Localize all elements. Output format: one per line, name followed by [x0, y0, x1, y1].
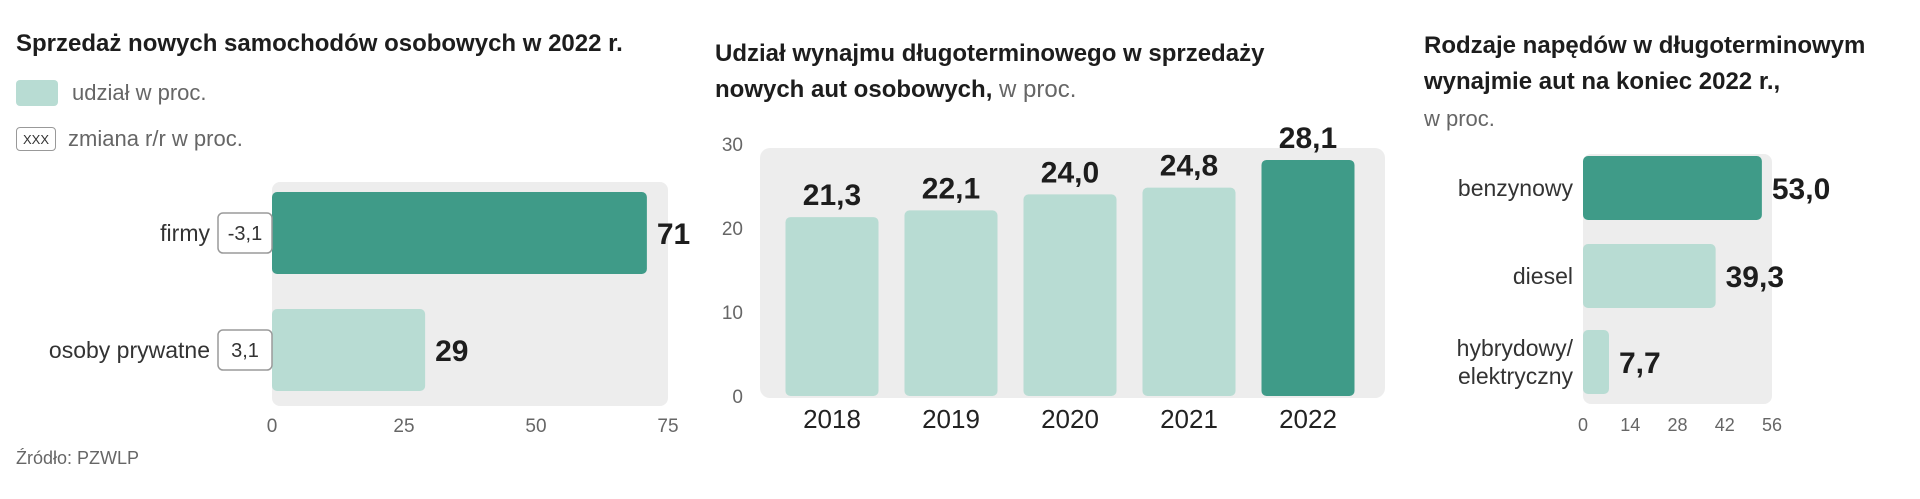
value-label: 24,8	[1160, 150, 1218, 183]
chart-title-unit: w proc.	[992, 76, 1077, 103]
value-label: 29	[435, 335, 468, 368]
legend-share-label: udział w proc.	[72, 80, 207, 105]
x-tick-label: 28	[1667, 415, 1687, 435]
panel-sales-2022: Sprzedaż nowych samochodów osobowych w 2…	[0, 0, 700, 499]
legend-change: XXX zmiana r/r w proc.	[16, 126, 243, 152]
value-label: 22,1	[922, 172, 980, 205]
category-label: benzynowy	[1458, 175, 1574, 201]
chart-drive-types: 53,0 benzynowy 39,3 diesel 7,7 hybrydowy/elek…	[1457, 154, 1830, 435]
x-tick-label: 75	[657, 416, 678, 437]
x-tick-label: 0	[267, 416, 278, 437]
x-tick-label: 0	[1578, 415, 1588, 435]
y-tick-label: 20	[722, 219, 743, 240]
y-tick-label: 0	[732, 387, 743, 408]
category-label: firmy	[160, 220, 210, 246]
chart-title-line1: Udział wynajmu długoterminowego w sprzed…	[715, 40, 1265, 67]
y-tick-label: 30	[722, 135, 743, 156]
bar	[272, 192, 647, 274]
change-label: 3,1	[231, 340, 259, 362]
category-label: elektryczny	[1458, 363, 1574, 389]
chart-title-line2-text: nowych aut osobowych,	[715, 76, 993, 103]
legend-swatch-share	[16, 80, 58, 106]
chart-rental-share: 0 10 20 30 21,3 2018 22,1 2019 24,0 2020 24,8 2021 2…	[722, 122, 1385, 434]
x-tick-label: 25	[393, 416, 414, 437]
value-label: 53,0	[1772, 173, 1830, 206]
value-label: 71	[657, 218, 690, 251]
x-tick-label: 56	[1762, 415, 1782, 435]
y-tick-label: 10	[722, 303, 743, 324]
change-label: -3,1	[228, 223, 262, 245]
x-tick-label: 2021	[1160, 404, 1218, 434]
x-tick-label: 2022	[1279, 404, 1337, 434]
bar	[1142, 187, 1236, 396]
chart-title: Sprzedaż nowych samochodów osobowych w 2…	[16, 30, 623, 57]
category-label: hybrydowy/	[1457, 335, 1574, 361]
change-box	[217, 329, 273, 371]
bar	[904, 210, 998, 396]
value-label: 21,3	[803, 179, 861, 212]
bar	[1261, 159, 1355, 396]
bar	[1583, 156, 1762, 220]
value-label: 7,7	[1619, 347, 1661, 380]
chart-title-line1: Rodzaje napędów w długoterminowym	[1424, 32, 1866, 59]
x-tick-label: 14	[1620, 415, 1640, 435]
source-note: Źródło: PZWLP	[16, 448, 140, 468]
x-tick-label: 2019	[922, 404, 980, 434]
category-label: diesel	[1513, 263, 1573, 289]
bar	[1583, 244, 1716, 308]
bar	[272, 309, 426, 391]
bar	[1023, 194, 1117, 396]
panel-drive-types: Rodzaje napędów w długoterminowym wynajm…	[1410, 0, 1920, 499]
chart-sales-share: 71 -3,1 firmy 29 3,1 osoby prywatne 0 25 50 75	[49, 182, 690, 437]
value-label: 28,1	[1279, 122, 1337, 155]
chart-title-unit: w proc.	[1424, 106, 1495, 131]
legend-change-label: zmiana r/r w proc.	[68, 126, 243, 151]
value-label: 39,3	[1726, 261, 1784, 294]
x-tick-label: 42	[1715, 415, 1735, 435]
bar	[1583, 330, 1609, 394]
value-label: 24,0	[1041, 156, 1099, 189]
legend-change-box: XXX	[16, 127, 57, 151]
panel-long-term-rental-share: Udział wynajmu długoterminowego w sprzed…	[715, 0, 1395, 499]
x-tick-label: 2020	[1041, 404, 1099, 434]
category-label: osoby prywatne	[49, 337, 210, 363]
chart-title-line2: nowych aut osobowych, w proc.	[715, 72, 1076, 108]
bar	[785, 217, 879, 396]
legend-share: udział w proc.	[16, 80, 207, 106]
chart-title-line2: wynajmie aut na koniec 2022 r.,	[1424, 68, 1781, 95]
x-tick-label: 2018	[803, 404, 861, 434]
change-box	[217, 212, 273, 254]
x-tick-label: 50	[525, 416, 546, 437]
